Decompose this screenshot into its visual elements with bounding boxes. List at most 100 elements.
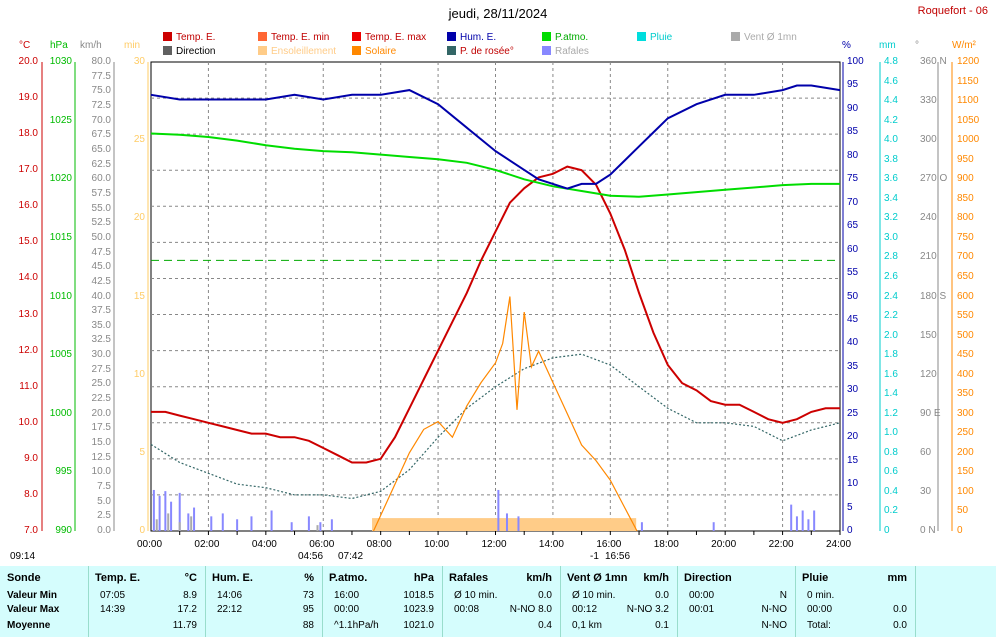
legend-swatch: [542, 46, 551, 55]
wind-tick-label: 62.5: [91, 158, 111, 170]
stats-cell-value: N-NO: [761, 604, 787, 615]
stats-cell-value: 0.0: [893, 604, 907, 615]
legend-label: Ensoleillement: [271, 46, 337, 57]
stats-header: Vent Ø 1mn: [567, 572, 628, 584]
solar-tick-label: 350: [957, 388, 974, 400]
station-name: Roquefort - 06: [917, 5, 988, 17]
wind-tick-label: 70.0: [91, 114, 111, 126]
x-tick-label: 14:00: [538, 539, 564, 550]
legend-label: Direction: [176, 46, 216, 57]
temp-tick-label: 13.0: [18, 308, 38, 320]
wind-tick-label: 55.0: [91, 202, 111, 214]
temp-tick-label: 18.0: [18, 128, 38, 140]
dir-tick-label: 240: [920, 212, 937, 224]
legend-label: Hum. E.: [460, 32, 497, 43]
x-tick-label: 06:00: [309, 539, 335, 550]
rain-tick-label: 3.2: [884, 212, 898, 224]
hum-tick-label: 0: [847, 525, 853, 536]
hum-tick-label: 20: [847, 431, 859, 443]
chart-title: jeudi, 28/11/2024: [448, 6, 548, 21]
x-tick-label: 00:00: [137, 539, 163, 550]
weather-chart: [41, 61, 953, 535]
wind-tick-label: 77.5: [91, 70, 111, 82]
dir-tick-label: 150: [920, 329, 937, 341]
series-line-p-atmo-: [150, 132, 840, 198]
stats-cell-time: 07:05: [100, 590, 126, 601]
stats-cell-time: 00:12: [572, 604, 598, 615]
dir-unit: °: [915, 40, 919, 51]
legend-swatch: [731, 32, 740, 41]
stats-cell-time: 0 min.: [807, 590, 835, 601]
x-tick-label: 16:00: [596, 539, 622, 550]
solar-tick-label: 450: [957, 349, 974, 361]
legend-entry: Hum. E.: [447, 32, 496, 43]
wind-tick-label: 57.5: [91, 187, 111, 199]
hum-tick-label: 80: [847, 149, 859, 161]
stats-cell-value: 95: [302, 604, 314, 615]
legend-swatch: [163, 46, 172, 55]
sun-tick-label: 10: [133, 368, 145, 380]
stats-cell-time: 14:06: [217, 590, 243, 601]
solar-tick-label: 1000: [957, 134, 980, 146]
legend-entry: Pluie: [637, 32, 672, 43]
stats-header: Hum. E.: [212, 572, 253, 584]
wind-tick-label: 17.5: [91, 422, 111, 434]
x-tick-label: 20:00: [711, 539, 737, 550]
rain-tick-label: 3.6: [884, 173, 898, 185]
stats-unit: %: [304, 572, 314, 584]
dir-tick-label: 300: [920, 134, 937, 146]
stats-unit: mm: [887, 572, 907, 584]
temp-tick-label: 12.0: [18, 344, 38, 356]
solar-tick-label: 600: [957, 290, 974, 302]
hum-unit: %: [842, 40, 851, 51]
rain-tick-label: 3.8: [884, 153, 898, 165]
hum-tick-label: 15: [847, 454, 859, 466]
press-tick-label: 990: [55, 525, 72, 536]
solar-tick-label: 500: [957, 329, 974, 341]
solar-tick-label: 0: [957, 525, 963, 536]
press-tick-label: 1030: [49, 56, 72, 67]
wind-tick-label: 50.0: [91, 231, 111, 243]
rain-tick-label: 2.4: [884, 290, 898, 302]
wind-tick-label: 15.0: [91, 437, 111, 449]
legend-label: Temp. E.: [176, 32, 216, 43]
rain-tick-label: 0.8: [884, 446, 898, 458]
dusk-time-b: 16:56: [605, 551, 631, 562]
wind-tick-label: 5.0: [97, 495, 111, 507]
stats-unit: km/h: [526, 572, 552, 584]
rain-unit: mm: [879, 40, 896, 51]
stats-cell-time: 16:00: [334, 590, 360, 601]
rain-tick-label: 1.0: [884, 427, 898, 439]
wind-tick-label: 80.0: [91, 56, 111, 67]
wind-tick-label: 35.0: [91, 319, 111, 331]
stats-header: Temp. E.: [95, 572, 141, 584]
sun-tick-label: 25: [133, 134, 145, 146]
stats-column: [322, 566, 443, 637]
wind-tick-label: 75.0: [91, 85, 111, 97]
x-tick-label: 12:00: [481, 539, 507, 550]
series-line-hum-e-: [150, 84, 841, 190]
legend-entry: Direction: [163, 46, 215, 57]
stats-cell-time: 00:01: [689, 604, 715, 615]
dir-tick-label: 270 O: [920, 173, 948, 185]
hum-tick-label: 85: [847, 126, 859, 138]
rain-tick-label: 2.2: [884, 310, 898, 322]
legend-swatch: [352, 46, 361, 55]
wind-tick-label: 30.0: [91, 349, 111, 361]
solar-tick-label: 150: [957, 466, 974, 478]
stats-unit: km/h: [643, 572, 669, 584]
press-unit: hPa: [50, 40, 68, 51]
solar-tick-label: 700: [957, 251, 974, 263]
legend-entry: Temp. E. max: [352, 32, 426, 43]
solar-tick-label: 550: [957, 310, 974, 322]
wind-tick-label: 60.0: [91, 173, 111, 185]
press-tick-label: 1005: [49, 349, 72, 361]
temp-tick-label: 19.0: [18, 92, 38, 104]
wind-tick-label: 20.0: [91, 407, 111, 419]
hum-tick-label: 30: [847, 384, 859, 396]
dir-tick-label: 30: [920, 485, 932, 497]
legend-label: Temp. E. min: [271, 32, 330, 43]
wind-tick-label: 22.5: [91, 393, 111, 405]
stats-cell-time: 22:12: [217, 604, 243, 615]
wind-tick-label: 10.0: [91, 466, 111, 478]
